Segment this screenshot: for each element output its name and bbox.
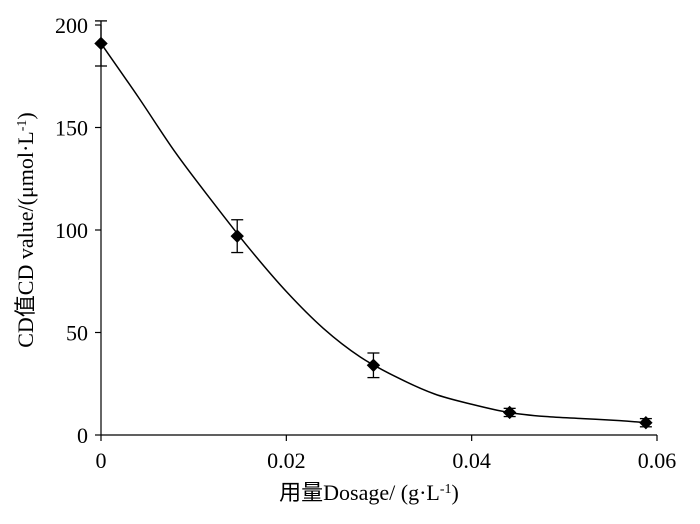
x-ticks: 0 0.02 0.04 0.06 xyxy=(96,435,677,473)
x-tick-label: 0.06 xyxy=(638,448,677,473)
x-tick-label: 0.02 xyxy=(267,448,306,473)
y-tick-label: 50 xyxy=(66,321,88,346)
data-point xyxy=(639,415,653,430)
x-tick-label: 0.04 xyxy=(452,448,491,473)
data-points-layer xyxy=(94,36,653,430)
data-point xyxy=(94,36,108,51)
y-tick-label: 100 xyxy=(55,218,88,243)
x-tick-label: 0 xyxy=(96,448,107,473)
y-ticks: 0 50 100 150 200 xyxy=(55,13,101,448)
y-tick-label: 200 xyxy=(55,13,88,38)
x-axis-title: 用量Dosage/ (g·L-1) xyxy=(279,480,459,505)
data-point xyxy=(366,358,381,373)
data-point xyxy=(502,405,517,420)
y-tick-label: 0 xyxy=(77,423,88,448)
y-tick-label: 150 xyxy=(55,116,88,141)
data-point xyxy=(230,229,244,243)
axes xyxy=(100,25,657,436)
y-axis-title: CD值CD value/(μmol·L-1) xyxy=(13,112,38,348)
